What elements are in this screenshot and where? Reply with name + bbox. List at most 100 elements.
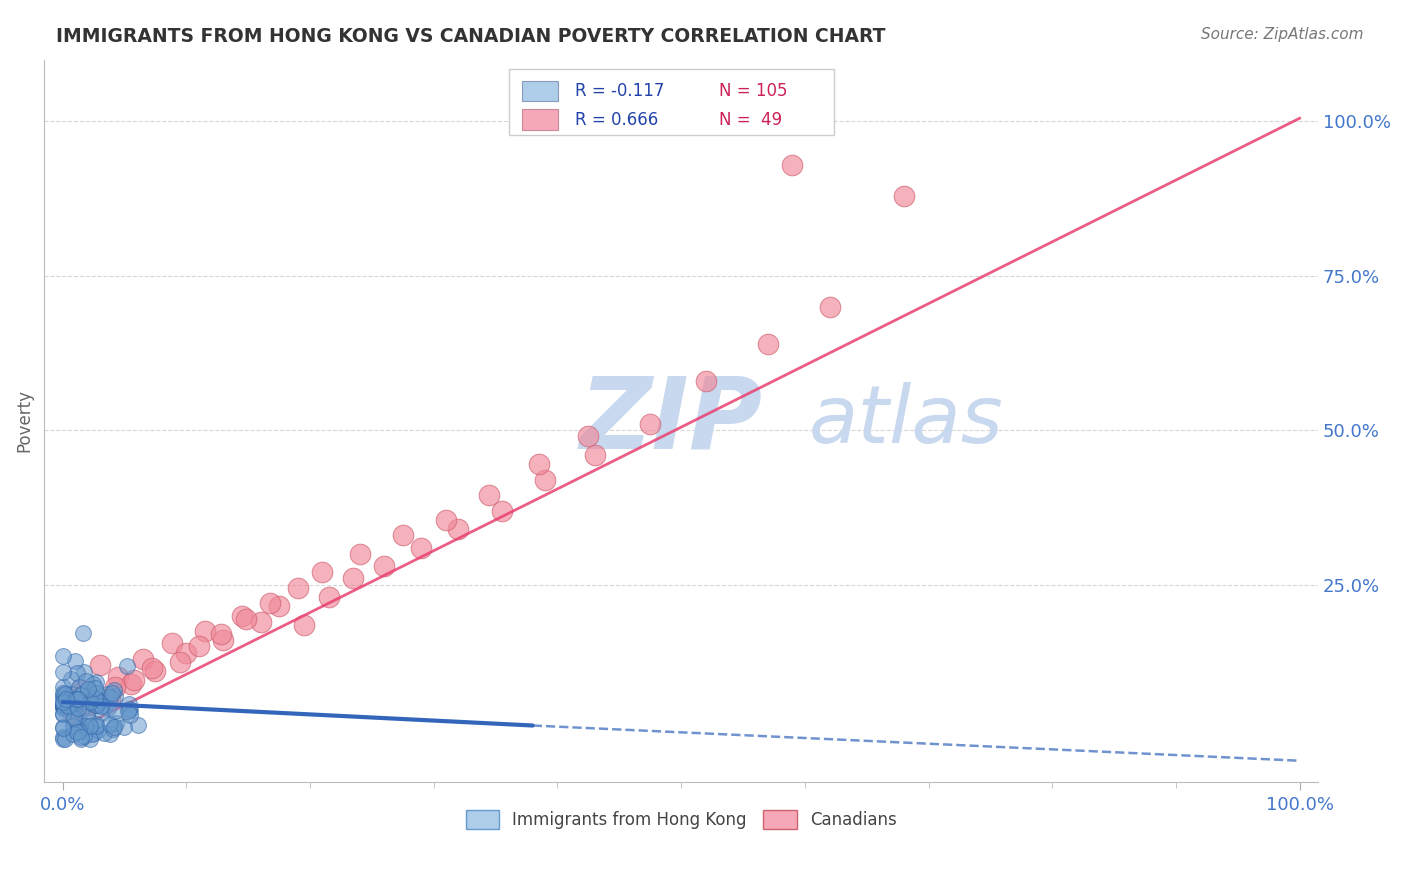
Point bbox=[98, 717, 121, 731]
Point bbox=[103, 683, 125, 698]
FancyBboxPatch shape bbox=[522, 80, 558, 101]
Point bbox=[91, 706, 114, 721]
Point bbox=[124, 673, 146, 688]
Point bbox=[90, 699, 112, 714]
Point bbox=[86, 693, 108, 707]
Point bbox=[269, 599, 291, 614]
Point bbox=[287, 581, 309, 595]
Point bbox=[67, 680, 90, 694]
Point bbox=[52, 700, 75, 714]
Point bbox=[90, 694, 112, 708]
Point bbox=[52, 648, 75, 663]
Point bbox=[583, 448, 606, 462]
Point bbox=[62, 713, 84, 727]
Point bbox=[176, 646, 198, 660]
Point bbox=[86, 696, 108, 710]
Point bbox=[107, 670, 129, 684]
Point bbox=[118, 702, 141, 716]
Point bbox=[127, 718, 149, 732]
Text: atlas: atlas bbox=[808, 382, 1004, 460]
Point bbox=[84, 716, 107, 731]
Text: R = -0.117: R = -0.117 bbox=[575, 82, 665, 100]
Point bbox=[118, 707, 141, 722]
Point bbox=[72, 626, 94, 640]
Point bbox=[59, 697, 82, 711]
Point bbox=[391, 528, 413, 542]
Point bbox=[52, 732, 75, 747]
FancyBboxPatch shape bbox=[522, 110, 558, 129]
Point bbox=[53, 687, 76, 701]
Point bbox=[82, 698, 104, 712]
Point bbox=[97, 701, 120, 715]
Text: N =  49: N = 49 bbox=[720, 111, 783, 128]
Point bbox=[52, 697, 75, 711]
Point bbox=[818, 300, 841, 314]
Point bbox=[79, 698, 101, 713]
Point bbox=[318, 590, 340, 604]
Point bbox=[70, 722, 93, 736]
Point bbox=[86, 698, 108, 712]
Point bbox=[782, 158, 804, 172]
Point bbox=[52, 686, 75, 700]
Point bbox=[98, 727, 121, 741]
Point bbox=[235, 612, 257, 626]
Point bbox=[292, 617, 315, 632]
Point bbox=[76, 681, 98, 696]
Point bbox=[70, 704, 93, 718]
Point bbox=[52, 721, 75, 735]
Point bbox=[52, 695, 75, 709]
Point bbox=[86, 723, 108, 738]
Point bbox=[83, 681, 105, 695]
Point bbox=[52, 697, 75, 711]
Point bbox=[93, 726, 115, 740]
Point bbox=[447, 522, 470, 536]
Point bbox=[75, 673, 97, 688]
Point bbox=[69, 721, 91, 735]
Point bbox=[209, 627, 232, 641]
Point bbox=[104, 704, 127, 718]
Point bbox=[194, 624, 217, 638]
Point bbox=[120, 676, 142, 690]
Legend: Immigrants from Hong Kong, Canadians: Immigrants from Hong Kong, Canadians bbox=[458, 803, 904, 836]
Point bbox=[52, 665, 75, 679]
Point bbox=[534, 473, 557, 487]
Point bbox=[67, 701, 90, 715]
Point bbox=[63, 696, 86, 710]
Point bbox=[79, 732, 101, 747]
Point bbox=[52, 707, 75, 722]
Point bbox=[58, 693, 80, 707]
Point bbox=[58, 699, 80, 714]
Point bbox=[141, 661, 163, 675]
Text: N = 105: N = 105 bbox=[720, 82, 787, 100]
Point bbox=[67, 692, 90, 706]
Point bbox=[55, 732, 77, 747]
Point bbox=[117, 659, 139, 673]
Point bbox=[52, 690, 75, 705]
Point bbox=[349, 547, 371, 561]
Point bbox=[638, 417, 661, 431]
Point bbox=[84, 674, 107, 689]
Point bbox=[231, 608, 253, 623]
Text: R = 0.666: R = 0.666 bbox=[575, 111, 658, 128]
Point bbox=[491, 503, 513, 517]
Y-axis label: Poverty: Poverty bbox=[15, 390, 32, 452]
Point bbox=[756, 336, 779, 351]
Point bbox=[60, 693, 83, 707]
Point bbox=[82, 676, 104, 690]
Point bbox=[695, 374, 717, 388]
Point bbox=[52, 680, 75, 694]
Point bbox=[62, 707, 84, 722]
Point bbox=[76, 708, 98, 723]
Point bbox=[120, 703, 142, 717]
Point bbox=[160, 636, 183, 650]
Point bbox=[72, 686, 94, 700]
Point bbox=[311, 566, 333, 580]
Point bbox=[80, 727, 103, 741]
Point bbox=[79, 693, 101, 707]
Point bbox=[89, 657, 111, 672]
Point bbox=[60, 687, 83, 701]
Point bbox=[105, 715, 128, 730]
Point bbox=[96, 687, 118, 701]
Point bbox=[187, 640, 209, 654]
Point bbox=[62, 719, 84, 733]
